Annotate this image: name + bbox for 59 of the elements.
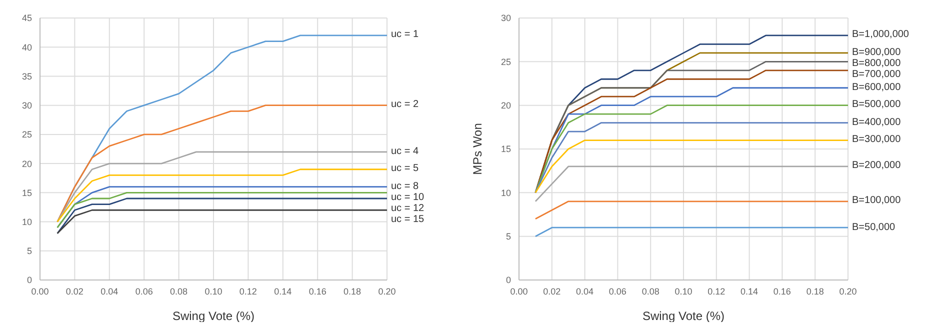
x-tick-label: 0.14 xyxy=(740,286,758,296)
series-label: B=600,000 xyxy=(852,82,901,94)
y-tick-label: 20 xyxy=(500,100,511,111)
x-tick-label: 0.08 xyxy=(170,286,188,296)
y-axis-title: MPs Won xyxy=(470,123,484,175)
x-tick-label: 0.16 xyxy=(773,286,791,296)
x-tick-label: 0.20 xyxy=(839,286,857,296)
x-tick-label: 0.00 xyxy=(31,286,49,296)
series-label: B=800,000 xyxy=(852,58,901,70)
series-label: uc = 5 xyxy=(391,163,419,176)
series-label: B=500,000 xyxy=(852,99,901,112)
y-tick-label: 25 xyxy=(22,130,32,140)
y-tick-label: 0 xyxy=(506,275,511,286)
series-label: uc = 15 xyxy=(391,214,424,226)
y-tick-label: 5 xyxy=(26,246,32,256)
x-tick-label: 0.14 xyxy=(274,286,292,296)
series-label: B=700,000 xyxy=(852,68,901,81)
x-tick-label: 0.16 xyxy=(308,286,326,296)
y-tick-label: 30 xyxy=(22,100,32,111)
y-tick-label: 5 xyxy=(506,232,511,242)
x-tick-label: 0.04 xyxy=(100,286,118,296)
series-label: uc = 1 xyxy=(391,29,419,42)
x-tick-label: 0.12 xyxy=(708,286,726,296)
x-tick-label: 0.18 xyxy=(806,286,824,296)
y-tick-label: 0 xyxy=(26,275,32,286)
x-tick-label: 0.10 xyxy=(204,286,222,296)
y-tick-label: 10 xyxy=(500,188,511,198)
series-label: B=300,000 xyxy=(852,134,901,146)
x-tick-label: 0.08 xyxy=(642,286,660,296)
series-label: uc = 2 xyxy=(391,99,419,112)
x-tick-label: 0.12 xyxy=(239,286,257,296)
y-tick-label: 25 xyxy=(500,56,511,67)
x-tick-label: 0.02 xyxy=(66,286,84,296)
y-tick-label: 10 xyxy=(22,216,32,227)
series-label: B=200,000 xyxy=(852,160,901,172)
x-tick-label: 0.18 xyxy=(344,286,362,296)
x-tick-label: 0.10 xyxy=(674,286,692,296)
series-label: B=900,000 xyxy=(852,46,901,59)
x-tick-label: 0.06 xyxy=(608,286,626,296)
y-tick-label: 15 xyxy=(500,144,511,154)
x-tick-label: 0.02 xyxy=(543,286,561,296)
series-label: uc = 4 xyxy=(391,146,419,158)
series-label: B=400,000 xyxy=(852,116,901,129)
x-tick-label: 0.04 xyxy=(576,286,594,296)
series-label: uc = 8 xyxy=(391,180,419,193)
series-label: B=50,000 xyxy=(852,222,896,234)
y-tick-label: 15 xyxy=(22,188,32,198)
series-label: B=100,000 xyxy=(852,195,901,208)
y-tick-label: 45 xyxy=(22,13,32,24)
y-tick-label: 35 xyxy=(22,71,32,82)
y-tick-label: 40 xyxy=(22,42,32,52)
series-label: B=1,000,000 xyxy=(852,29,909,42)
x-tick-label: 0.00 xyxy=(510,286,528,296)
x-tick-label: 0.06 xyxy=(135,286,153,296)
y-tick-label: 20 xyxy=(22,158,32,169)
series-label: uc = 10 xyxy=(391,192,424,204)
x-tick-label: 0.20 xyxy=(378,286,396,296)
y-tick-label: 30 xyxy=(500,13,511,24)
series-label: uc = 12 xyxy=(391,202,424,215)
